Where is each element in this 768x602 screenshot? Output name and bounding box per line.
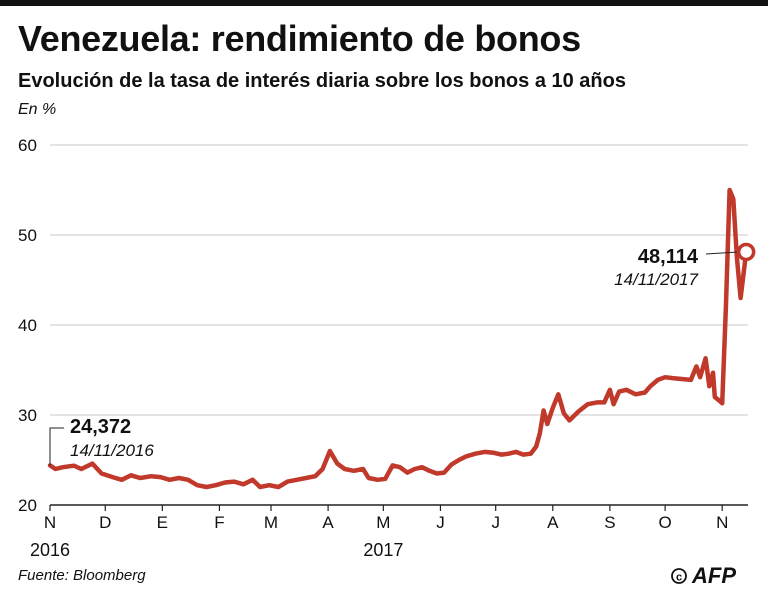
chart-title: Venezuela: rendimiento de bonos (18, 18, 581, 59)
x-tick-label: N (716, 513, 728, 532)
y-tick-label: 40 (18, 316, 37, 335)
series-line (47, 187, 749, 490)
y-tick-label: 60 (18, 136, 37, 155)
end-point-marker (736, 242, 756, 262)
year-label: 2017 (363, 540, 403, 560)
x-tick-label: M (264, 513, 278, 532)
afp-logo-text: AFP (691, 563, 736, 588)
line-chart: 20 30 40 50 60 N D E F M A M J J A S O N 2016 2017 24,372… (18, 136, 756, 560)
top-rule (0, 0, 768, 6)
year-label: 2016 (30, 540, 70, 560)
end-value-label: 48,114 (638, 246, 699, 268)
copyright-icon (671, 568, 687, 584)
unit-label: En % (18, 101, 57, 118)
source-note: Fuente: Bloomberg (18, 567, 146, 584)
svg-text:c: c (676, 572, 682, 584)
x-tick-label: O (659, 513, 672, 532)
x-tick-label: F (214, 513, 224, 532)
year-labels: 2016 2017 (30, 540, 403, 560)
x-tick-label: M (376, 513, 390, 532)
end-leader-line (705, 251, 739, 255)
start-leader-line (49, 427, 64, 466)
x-tick-label: A (322, 513, 334, 532)
x-tick-label: S (604, 513, 615, 532)
x-tick-label: J (436, 513, 445, 532)
y-axis-ticks: 20 30 40 50 60 (18, 136, 37, 515)
y-tick-label: 30 (18, 406, 37, 425)
series-layer (47, 187, 749, 490)
x-tick-label: J (491, 513, 500, 532)
start-value-label: 24,372 (70, 416, 131, 438)
y-tick-label: 20 (18, 496, 37, 515)
annotations: 24,372 14/11/2016 48,114 14/11/2017 (49, 242, 756, 466)
y-tick-label: 50 (18, 226, 37, 245)
chart-subtitle: Evolución de la tasa de interés diaria s… (18, 70, 626, 92)
afp-logo: c AFP (671, 563, 736, 588)
x-tick-label: A (547, 513, 559, 532)
x-tick-label: D (99, 513, 111, 532)
x-tick-label: N (44, 513, 56, 532)
x-tick-label: E (157, 513, 168, 532)
end-date-label: 14/11/2017 (614, 270, 698, 289)
start-date-label: 14/11/2016 (70, 441, 154, 460)
gridlines (50, 144, 748, 506)
